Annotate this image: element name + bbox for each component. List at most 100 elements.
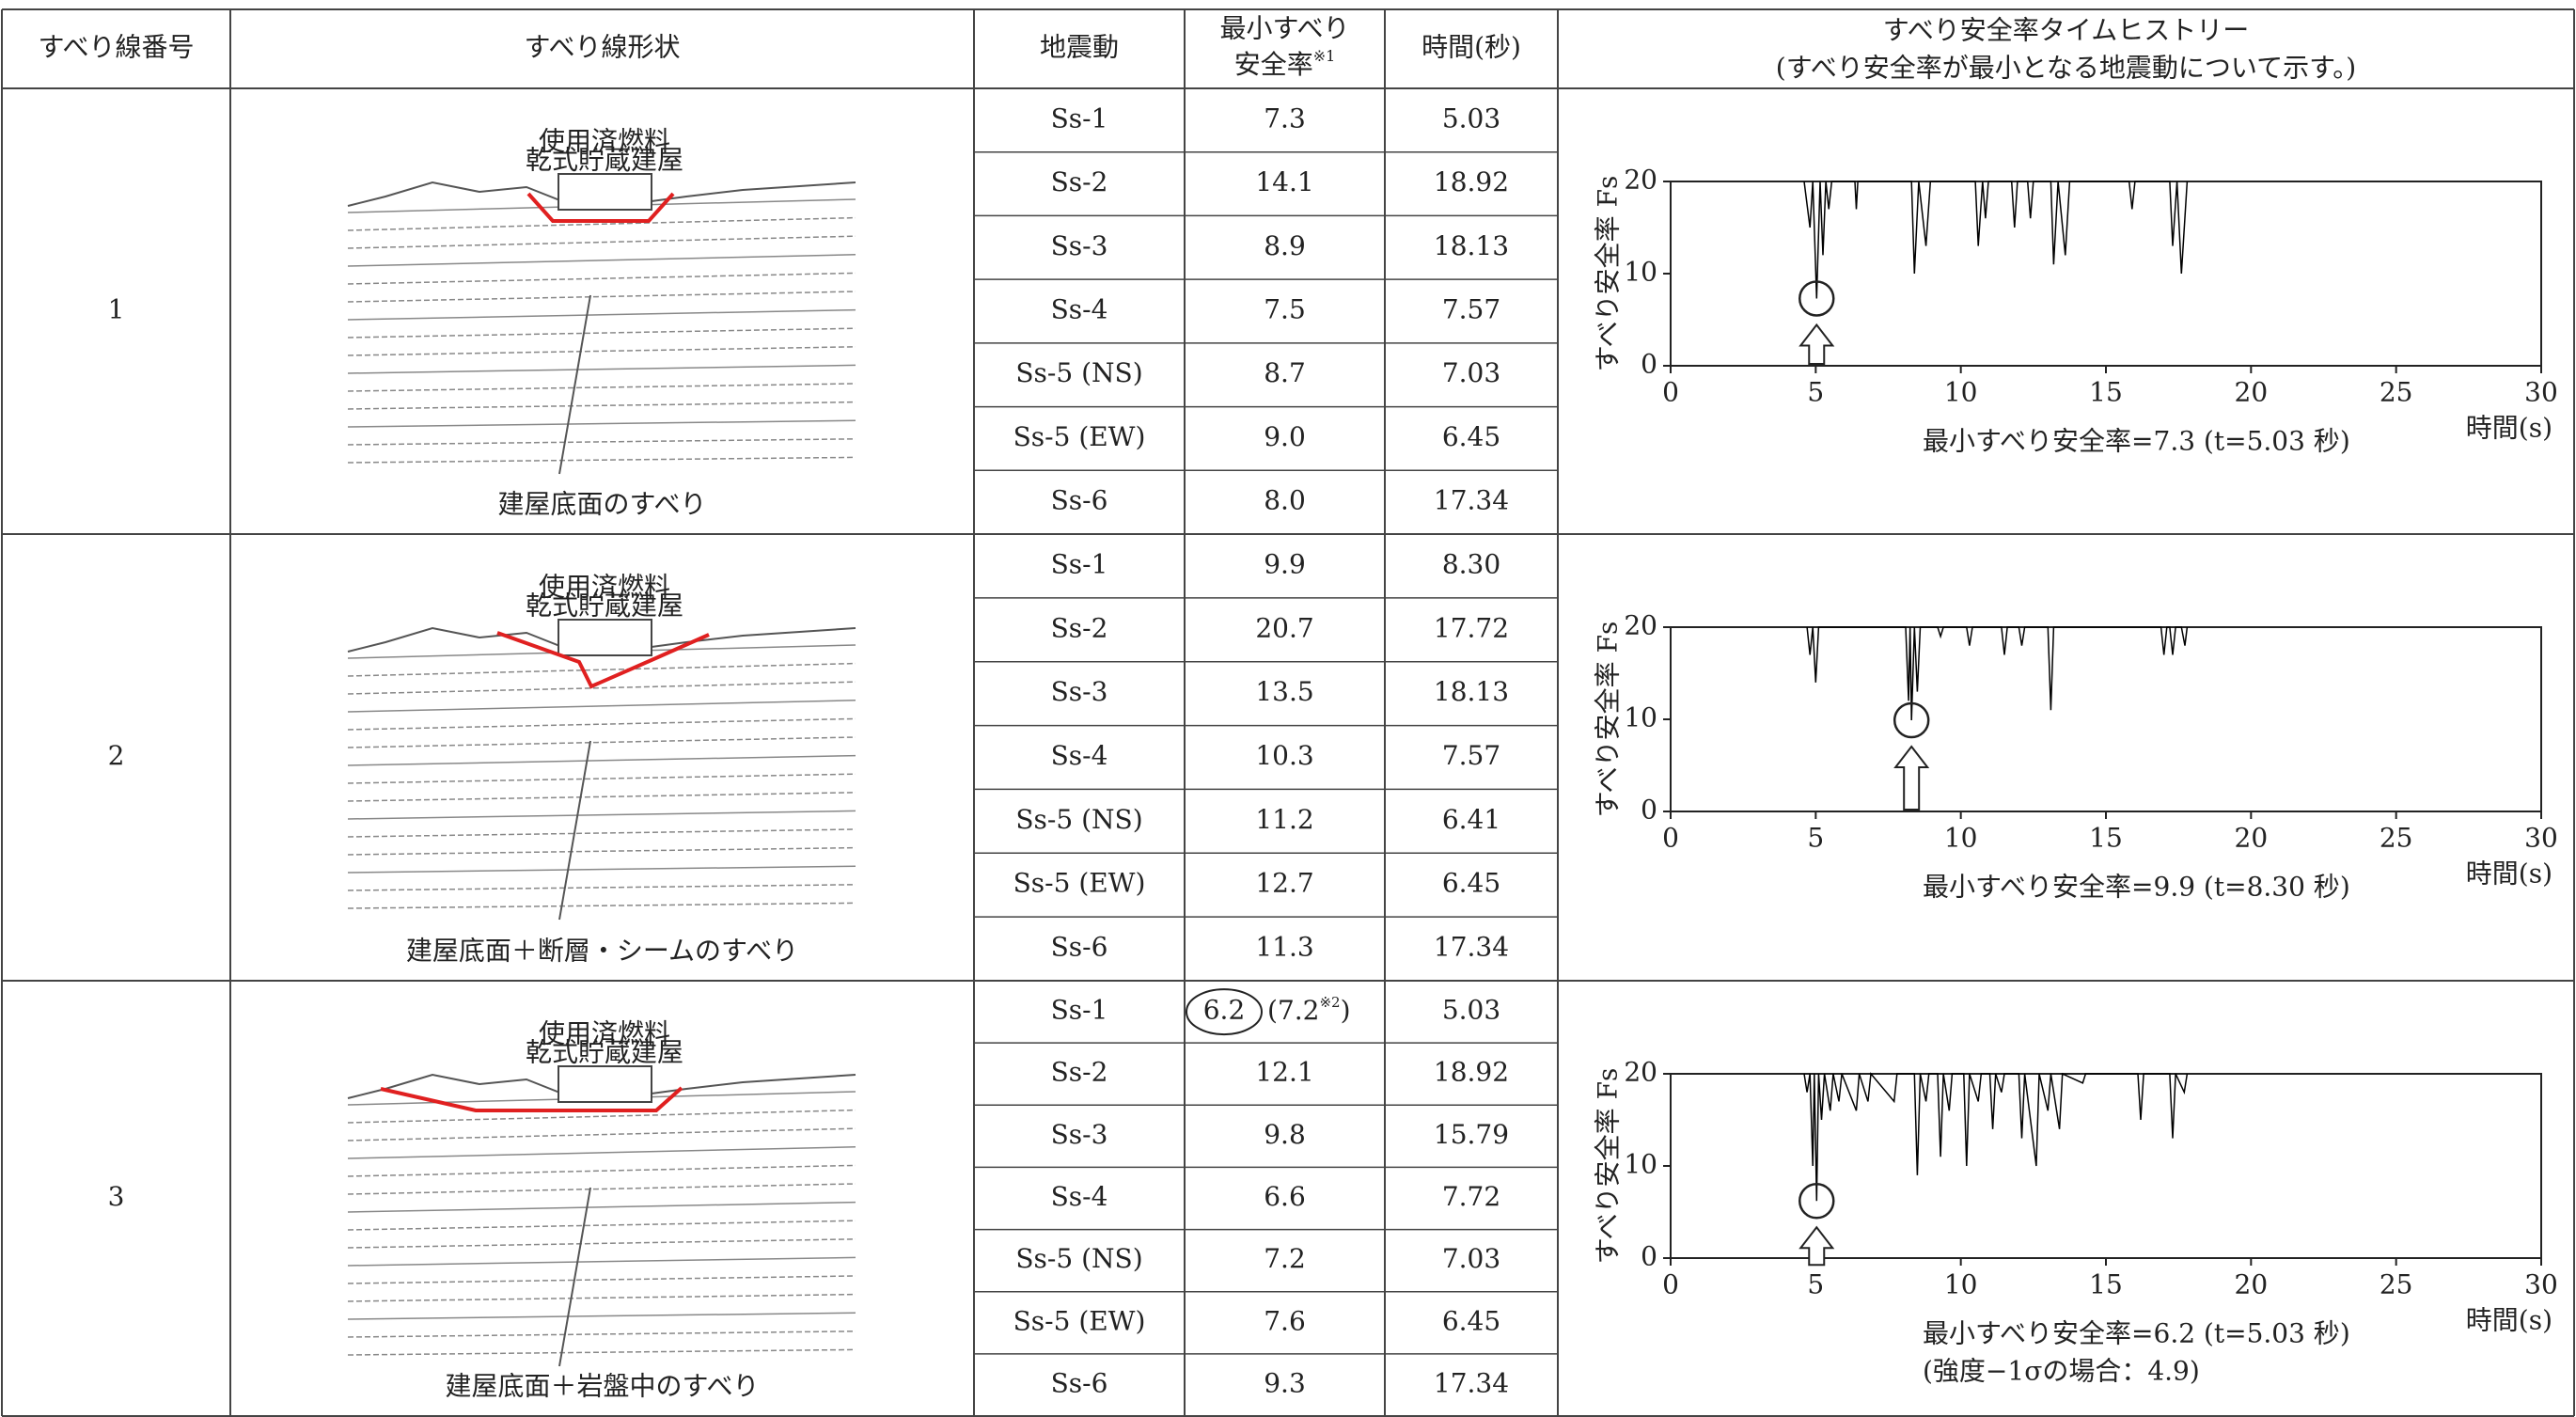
time-cell: 7.72: [1442, 1181, 1500, 1212]
motion-cell: Ss-1: [1051, 102, 1108, 134]
stratum-line: [347, 1275, 856, 1284]
group-number: 2: [108, 740, 125, 771]
stratum-line: [347, 272, 856, 285]
motion-cell: Ss-3: [1051, 1119, 1108, 1150]
factor-cell: 10.3: [1255, 740, 1313, 771]
x-tick-label: 10: [1944, 377, 1978, 408]
arrow: [1798, 1225, 1835, 1267]
building: [558, 619, 652, 656]
header-cell: すべり安全率タイムヒストリー: [1883, 15, 2249, 46]
minimum-marker: [1798, 1182, 1835, 1220]
y-tick-label: 10: [1624, 1149, 1657, 1180]
motion-cell: Ss-5 (EW): [1013, 1305, 1146, 1336]
minimum-marker: [1893, 701, 1930, 739]
motion-cell: Ss-2: [1051, 166, 1108, 197]
ground-surface: [347, 1073, 856, 1099]
x-tick-label: 25: [2380, 1269, 2413, 1300]
factor-cell: 8.0: [1264, 485, 1306, 516]
stratum-line: [347, 291, 856, 303]
arrow: [1798, 323, 1835, 365]
stratum-line: [347, 1164, 856, 1177]
motion-cell: Ss-5 (EW): [1013, 868, 1146, 899]
stratum-line: [347, 327, 856, 339]
motion-cell: Ss-5 (NS): [1015, 357, 1142, 388]
factor-cell: 9.8: [1264, 1119, 1306, 1150]
stratum-line: [347, 700, 856, 713]
fault-line: [558, 1187, 591, 1367]
motion-cell: Ss-3: [1051, 676, 1108, 707]
motion-cell: Ss-5 (NS): [1015, 804, 1142, 835]
factor-cell: 14.1: [1255, 166, 1313, 197]
motion-cell: Ss-3: [1051, 230, 1108, 261]
time-cell: 6.41: [1442, 804, 1500, 835]
y-tick-label: 0: [1641, 1241, 1657, 1272]
stratum-line: [347, 235, 856, 249]
stratum-line: [347, 1127, 856, 1141]
time-cell: 17.34: [1434, 485, 1509, 516]
x-tick-label: 20: [2235, 1269, 2269, 1300]
group-number: 1: [108, 294, 125, 325]
x-tick-label: 15: [2089, 377, 2123, 408]
slip-line: [496, 631, 710, 689]
stratum-line: [347, 773, 856, 784]
stratum-line: [347, 216, 856, 231]
factor-cell: 7.5: [1264, 294, 1306, 325]
building-label: 乾式貯蔵建屋: [526, 590, 683, 622]
y-tick-label: 10: [1624, 257, 1657, 288]
factor-cell: 7.3: [1264, 102, 1306, 134]
stratum-line: [347, 1348, 856, 1356]
factor-cell: 20.7: [1255, 612, 1313, 643]
plot-frame: [1670, 626, 2542, 812]
stratum-line: [347, 1312, 856, 1320]
slip-line: [526, 192, 675, 223]
stratum-line: [347, 383, 856, 392]
ground-surface: [347, 181, 856, 207]
time-cell: 17.34: [1434, 932, 1509, 963]
stratum-line: [347, 1293, 856, 1302]
time-cell: 6.45: [1442, 1305, 1500, 1336]
stratum-line: [347, 1109, 856, 1124]
shape-label: 建屋底面のすべり: [497, 489, 706, 520]
alt-text: ): [1341, 995, 1351, 1026]
motion-cell: Ss-1: [1051, 548, 1108, 579]
chart-caption: 最小すべり安全率=9.9 (t=8.30 秒): [1923, 872, 2350, 903]
alt-text: 7.2: [1278, 995, 1320, 1026]
ground-surface: [347, 626, 856, 653]
time-cell: 5.03: [1442, 995, 1500, 1026]
time-cell: 6.45: [1442, 868, 1500, 899]
time-cell: 18.92: [1434, 1057, 1509, 1088]
stratum-line: [347, 681, 856, 695]
alt-text: (: [1267, 995, 1278, 1026]
factor-cell: 13.5: [1255, 676, 1313, 707]
shape-label: 建屋底面＋岩盤中のすべり: [445, 1371, 759, 1402]
time-cell: 18.13: [1434, 676, 1509, 707]
stratum-line: [347, 1146, 856, 1159]
x-tick-label: 0: [1662, 1269, 1679, 1300]
y-tick-label: 10: [1624, 702, 1657, 733]
x-tick-label: 5: [1807, 377, 1824, 408]
factor-cell: 6.6: [1264, 1181, 1306, 1212]
fault-line: [558, 294, 591, 475]
stratum-line: [347, 364, 856, 374]
time-history-line: [1803, 1072, 2189, 1202]
time-cell: 7.57: [1442, 294, 1500, 325]
x-tick-label: 20: [2235, 823, 2269, 854]
time-cell: 5.03: [1442, 102, 1500, 134]
time-cell: 7.03: [1442, 357, 1500, 388]
time-cell: 17.34: [1434, 1367, 1509, 1398]
factor-cell: 12.1: [1255, 1057, 1313, 1088]
stratum-line: [347, 1238, 856, 1249]
stratum-line: [347, 828, 856, 838]
time-cell: 8.30: [1442, 548, 1500, 579]
motion-cell: Ss-1: [1051, 995, 1108, 1026]
motion-cell: Ss-2: [1051, 1057, 1108, 1088]
building-label: 使用済燃料: [539, 126, 670, 157]
building: [558, 1065, 652, 1103]
alt-factor: (7.2※2): [1267, 994, 1351, 1026]
factor-cell: 9.9: [1264, 548, 1306, 579]
header-text: 安全率: [1234, 49, 1313, 80]
motion-cell: Ss-4: [1051, 1181, 1108, 1212]
